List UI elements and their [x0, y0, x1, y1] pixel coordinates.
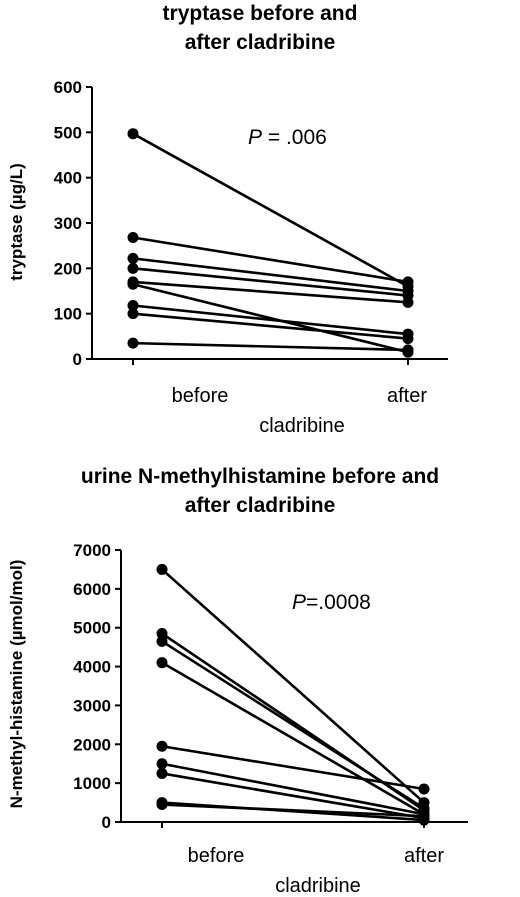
- y-tick-label: 300: [54, 214, 82, 233]
- point-before: [156, 767, 168, 779]
- series-pair: [127, 337, 414, 356]
- point-before: [127, 300, 139, 312]
- n-methylhistamine-chart: urine N-methylhistamine before and after…: [0, 452, 520, 897]
- series-line: [161, 803, 425, 818]
- series-line: [161, 772, 425, 820]
- series-pair: [127, 300, 414, 340]
- point-before: [127, 308, 139, 320]
- x-axis-title: cladribine: [275, 875, 361, 897]
- point-before: [156, 799, 168, 811]
- tryptase-plot: tryptase (µg/L) P = .006 before after cl…: [7, 78, 448, 437]
- p-value: =.0008: [306, 591, 371, 614]
- point-after: [402, 344, 414, 356]
- series-line: [132, 280, 409, 304]
- y-tick-label: 4000: [73, 658, 111, 677]
- series-pair: [156, 740, 430, 795]
- point-after: [418, 783, 430, 795]
- y-tick-label: 1000: [73, 774, 111, 793]
- point-before: [156, 657, 168, 669]
- y-tick-label: 400: [54, 169, 82, 188]
- point-before: [156, 740, 168, 752]
- y-axis-title: N-methyl-histamine (µmol/mol): [7, 560, 26, 809]
- series-pair: [156, 635, 430, 814]
- y-tick-label: 500: [54, 123, 82, 142]
- y-tick-label: 0: [73, 350, 82, 369]
- y-axis-title: tryptase (µg/L): [7, 163, 26, 280]
- chart-title-line-1: urine N-methylhistamine before and: [80, 465, 440, 488]
- series-pair: [127, 262, 414, 302]
- series-line: [132, 267, 409, 297]
- chart-title-line-2: after cladribine: [184, 31, 336, 54]
- y-tick-label: 200: [54, 259, 82, 278]
- chart-title-line-2: after cladribine: [184, 494, 336, 517]
- y-tick-label: 3000: [73, 696, 111, 715]
- series-line: [132, 257, 409, 293]
- series-line: [132, 312, 409, 340]
- category-label-before: before: [188, 845, 245, 867]
- y-tick-label: 600: [54, 78, 82, 97]
- tryptase-chart: tryptase before and after cladribine try…: [0, 0, 520, 440]
- y-tick-label: 2000: [73, 735, 111, 754]
- series-line: [132, 341, 409, 352]
- series-line: [161, 568, 425, 804]
- point-before: [127, 337, 139, 349]
- series-line: [132, 236, 409, 284]
- series-pair: [127, 232, 414, 288]
- series-line: [161, 661, 425, 816]
- category-label-after: after: [404, 845, 444, 867]
- category-label-after: after: [387, 385, 427, 407]
- y-tick-label: 0: [102, 813, 111, 832]
- point-before: [156, 563, 168, 575]
- p-value-annotation: P=.0008: [292, 591, 371, 614]
- point-before: [127, 128, 139, 140]
- y-tick-label: 100: [54, 305, 82, 324]
- p-value-annotation: P = .006: [248, 126, 327, 149]
- series-pair: [127, 278, 414, 358]
- p-value: = .006: [262, 126, 327, 149]
- n-methylhistamine-plot: N-methyl-histamine (µmol/mol) P=.0008 be…: [7, 541, 468, 897]
- point-before: [156, 758, 168, 770]
- point-before: [127, 232, 139, 244]
- point-after: [418, 810, 430, 822]
- series-pair: [127, 308, 414, 345]
- y-tick-label: 5000: [73, 619, 111, 638]
- point-before: [127, 252, 139, 264]
- y-tick-label: 6000: [73, 580, 111, 599]
- p-letter: P: [292, 591, 306, 614]
- series-pair: [156, 799, 430, 822]
- point-before: [156, 628, 168, 640]
- p-letter: P: [248, 126, 262, 149]
- point-before: [127, 262, 139, 274]
- series-line: [161, 744, 425, 791]
- series-line: [161, 762, 425, 816]
- point-after: [402, 333, 414, 345]
- y-tick-label: 7000: [73, 541, 111, 560]
- chart-title-line-1: tryptase before and: [162, 2, 358, 25]
- series-line: [132, 304, 409, 336]
- point-after: [402, 296, 414, 308]
- x-axis-title: cladribine: [259, 415, 345, 437]
- point-after: [402, 276, 414, 288]
- point-before: [127, 278, 139, 290]
- series-pair: [127, 128, 414, 292]
- series-line: [132, 282, 409, 354]
- category-label-before: before: [172, 385, 229, 407]
- point-before: [156, 635, 168, 647]
- series-line: [132, 132, 409, 288]
